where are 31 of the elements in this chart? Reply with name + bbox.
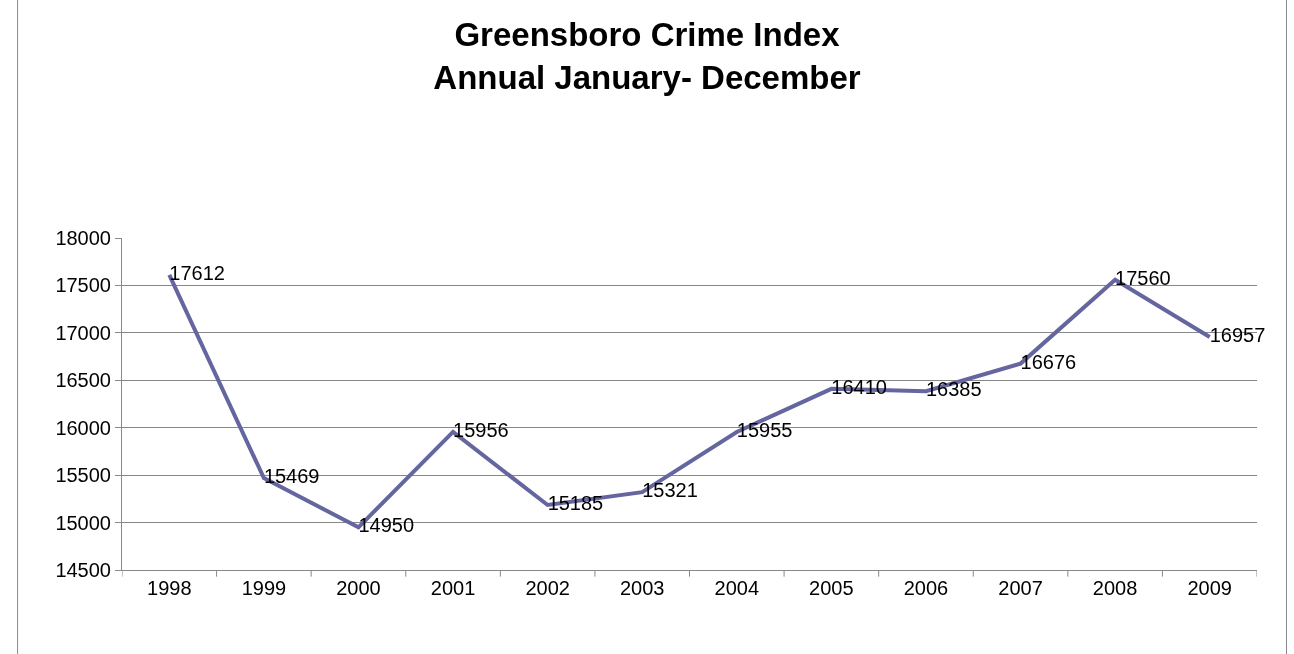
data-label: 16676 xyxy=(1020,350,1077,373)
data-label: 16957 xyxy=(1209,323,1266,346)
data-label: 16385 xyxy=(925,378,982,401)
x-tick-label: 2009 xyxy=(1187,577,1232,599)
data-label: 15469 xyxy=(263,465,320,488)
data-label: 14950 xyxy=(358,514,415,537)
y-tick-label: 14500 xyxy=(55,559,111,581)
y-tick-label: 16000 xyxy=(55,416,111,439)
y-tick-label: 15500 xyxy=(55,464,111,487)
x-tick-label: 2003 xyxy=(619,577,665,599)
data-label: 15956 xyxy=(453,418,509,441)
chart-title: Greensboro Crime Index Annual January- December xyxy=(433,15,861,96)
data-label: 17560 xyxy=(1115,266,1171,289)
y-tick-label: 15000 xyxy=(55,511,111,534)
x-tick-label: 2002 xyxy=(525,577,570,599)
x-tick-label: 2004 xyxy=(714,577,760,599)
y-tick-label: 16500 xyxy=(55,369,111,392)
y-tick-label: 17000 xyxy=(55,321,111,344)
x-tick-label: 2007 xyxy=(998,577,1043,599)
data-label: 15955 xyxy=(736,418,793,441)
x-tick-label: 1999 xyxy=(241,577,287,599)
x-tick-label: 2001 xyxy=(430,577,476,599)
x-tick-label: 1998 xyxy=(147,577,192,599)
x-tick-label: 2005 xyxy=(809,577,854,599)
x-tick-label: 2006 xyxy=(903,577,949,599)
data-label: 17612 xyxy=(169,261,225,284)
data-label: 15321 xyxy=(642,479,698,502)
x-tick-label: 2008 xyxy=(1092,577,1138,599)
x-tick-label: 2000 xyxy=(336,577,381,599)
y-tick-label: 17500 xyxy=(55,274,111,297)
y-tick-label: 18000 xyxy=(55,227,111,249)
